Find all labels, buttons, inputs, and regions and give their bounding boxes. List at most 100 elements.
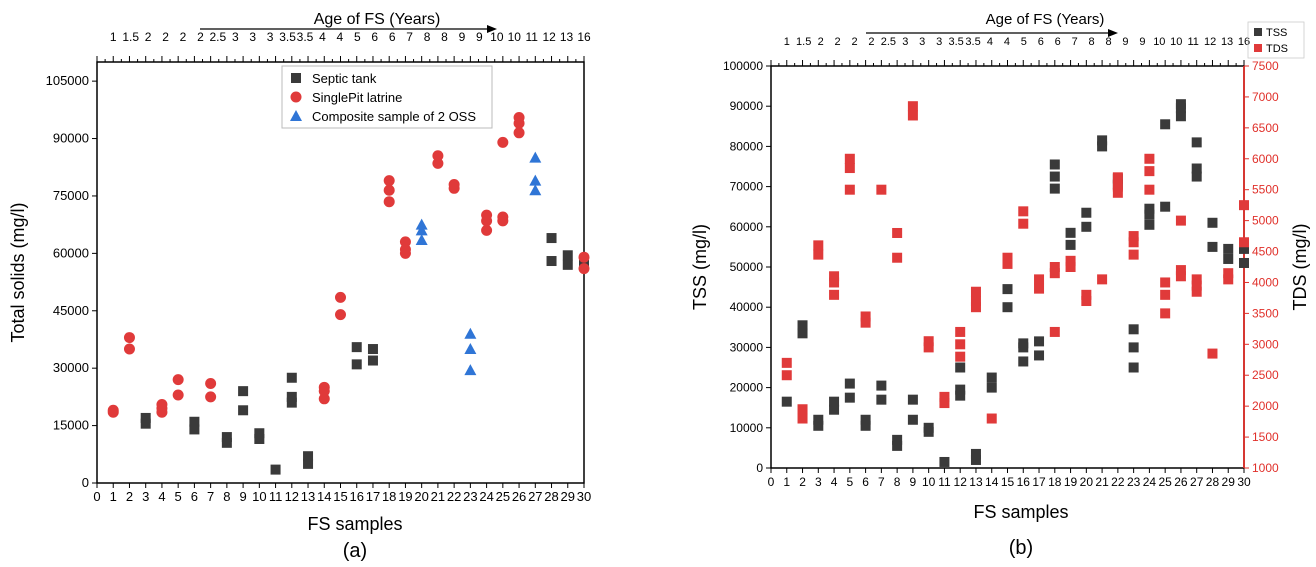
data-point-tds-56 [1175,271,1186,282]
x-tick-label: 12 [285,489,299,504]
data-point-tds-44 [1112,187,1123,198]
top-tick-label: 3 [249,30,256,44]
data-point-tss-22 [955,362,966,373]
top-tick-label: 9 [459,30,466,44]
data-point-composite-sample-of-2-oss-6 [529,184,542,196]
data-point-septic-tank-19 [367,344,378,355]
y-tick-label: 15000 [53,418,89,433]
top-tick-label: 6 [1055,36,1061,48]
data-point-tss-31 [1018,338,1029,349]
x-tick-label: 4 [831,475,838,489]
data-point-tds-62 [1207,348,1218,359]
top-tick-label: 2 [180,30,187,44]
data-point-tss-58 [1191,137,1202,148]
data-point-tds-13 [860,311,871,322]
data-point-tds-40 [1065,255,1076,266]
panel-label: (b) [1009,537,1033,559]
top-axis-title: Age of FS (Years) [986,11,1105,28]
data-point-septic-tank-10 [270,464,281,475]
data-point-singlepit-latrine-8 [172,374,184,386]
top-tick-label: 10 [508,30,522,44]
data-point-singlepit-latrine-1 [107,404,119,416]
top-tick-label: 10 [490,30,504,44]
x-tick-label: 26 [1174,475,1188,489]
top-axis-title: Age of FS (Years) [314,11,441,28]
data-point-tss-32 [1034,350,1045,361]
data-point-tds-59 [1191,286,1202,297]
data-point-septic-tank-15 [303,451,314,462]
data-point-tss-18 [923,422,934,433]
x-tick-label: 21 [1095,475,1109,489]
y2-tick-label: 6000 [1252,152,1279,166]
top-tick-label: 5 [354,30,361,44]
data-point-tss-60 [1207,217,1218,228]
data-point-tds-0 [781,370,792,381]
data-point-septic-tank-12 [286,391,297,402]
y-tick-label: 80000 [730,139,764,153]
data-point-tss-28 [1002,284,1013,295]
top-tick-label: 8 [441,30,448,44]
data-point-septic-tank-11 [286,397,297,408]
data-point-singlepit-latrine-21 [399,236,411,248]
data-point-tds-32 [1018,218,1029,229]
data-point-tds-46 [1112,172,1123,183]
data-point-tds-4 [813,249,824,260]
top-tick-label: 13 [1221,36,1233,48]
x-tick-label: 27 [1190,475,1204,489]
x-tick-label: 30 [1237,475,1251,489]
x-tick-label: 15 [333,489,347,504]
data-point-tss-3 [813,420,824,431]
y-tick-label: 70000 [730,180,764,194]
top-tick-label: 5 [1021,36,1027,48]
x-tick-label: 6 [191,489,198,504]
data-point-tss-26 [986,372,997,383]
data-point-tss-33 [1034,336,1045,347]
data-point-tds-24 [955,339,966,350]
data-point-tss-16 [907,394,918,405]
data-point-tds-51 [1144,166,1155,177]
data-point-tds-23 [955,351,966,362]
data-point-singlepit-latrine-2 [123,343,135,355]
data-point-tss-34 [1049,183,1060,194]
data-point-tss-29 [1018,356,1029,367]
top-tick-label: 3 [267,30,274,44]
data-point-tss-42 [1097,135,1108,146]
y-axis-label: TSS (mg/l) [690,224,710,310]
x-tick-label: 7 [878,475,885,489]
top-tick-label: 9 [476,30,483,44]
top-tick-label: 1 [110,30,117,44]
data-point-composite-sample-of-2-oss-2 [415,218,428,230]
data-point-septic-tank-14 [303,458,314,469]
y-tick-label: 100000 [723,59,763,73]
top-tick-label: 9 [1139,36,1145,48]
data-point-tds-27 [970,296,981,307]
top-tick-label: 2 [197,30,204,44]
legend-label: TSS [1266,27,1287,39]
x-axis-label: FS samples [973,502,1068,522]
top-tick-label: 6 [389,30,396,44]
x-tick-label: 17 [1032,475,1046,489]
top-tick-label: 2 [818,36,824,48]
data-point-tss-63 [1239,257,1249,268]
x-tick-label: 23 [463,489,477,504]
data-point-septic-tank-2 [189,424,200,435]
data-point-tds-21 [939,398,950,409]
data-point-composite-sample-of-2-oss-5 [464,327,477,339]
data-point-tds-15 [892,252,903,263]
data-point-tss-55 [1175,99,1186,110]
data-point-tds-39 [1065,262,1076,272]
data-point-singlepit-latrine-31 [497,136,509,148]
y2-tick-label: 4000 [1252,275,1279,289]
legend-label: Composite sample of 2 OSS [312,109,476,124]
data-point-tss-35 [1049,171,1060,182]
data-point-singlepit-latrine-30 [497,211,509,223]
top-tick-label: 1 [784,36,790,48]
x-tick-label: 14 [985,475,999,489]
x-tick-label: 1 [110,489,117,504]
data-point-tss-39 [1081,221,1092,232]
data-point-septic-tank-8 [254,433,265,444]
top-tick-label: 2.5 [881,36,896,48]
x-tick-label: 20 [1080,475,1094,489]
data-point-tss-40 [1081,207,1092,218]
